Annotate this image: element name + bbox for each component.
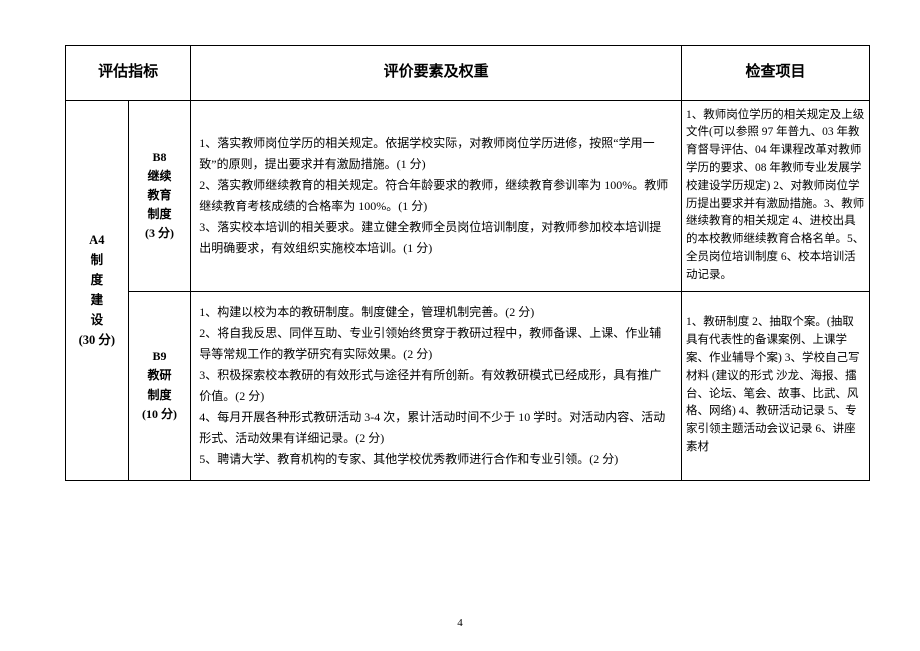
b8-line-4: (3 分) xyxy=(135,224,185,243)
header-elements: 评价要素及权重 xyxy=(191,46,682,101)
a4-line-1: 制 xyxy=(72,250,122,270)
document-page: 评估指标 评价要素及权重 检查项目 A4 制 度 建 设 (30 分) B8 继… xyxy=(0,0,920,651)
b8-content: 1、落实教师岗位学历的相关规定。依据学校实际，对教师岗位学历进修，按照“学用一致… xyxy=(191,100,682,291)
a4-line-0: A4 xyxy=(72,230,122,250)
row-b9: B9 教研 制度 (10 分) 1、构建以校为本的教研制度。制度健全，管理机制完… xyxy=(66,291,870,480)
b9-line-0: B9 xyxy=(135,347,185,366)
b8-line-1: 继续 xyxy=(135,167,185,186)
b8-label-cell: B8 继续 教育 制度 (3 分) xyxy=(128,100,191,291)
row-b8: A4 制 度 建 设 (30 分) B8 继续 教育 制度 (3 分) 1、落实… xyxy=(66,100,870,291)
b9-line-1: 教研 xyxy=(135,366,185,385)
header-check: 检查项目 xyxy=(682,46,870,101)
b9-check: 1、教研制度 2、抽取个案。(抽取具有代表性的备课案例、上课学案、作业辅导个案)… xyxy=(682,291,870,480)
evaluation-table: 评估指标 评价要素及权重 检查项目 A4 制 度 建 设 (30 分) B8 继… xyxy=(65,45,870,481)
a4-line-4: 设 xyxy=(72,310,122,330)
b8-line-0: B8 xyxy=(135,148,185,167)
a4-label-cell: A4 制 度 建 设 (30 分) xyxy=(66,100,129,480)
b8-check: 1、教师岗位学历的相关规定及上级文件(可以参照 97 年普九、03 年教育督导评… xyxy=(682,100,870,291)
b9-line-3: (10 分) xyxy=(135,405,185,424)
b8-line-2: 教育 xyxy=(135,186,185,205)
b9-label-cell: B9 教研 制度 (10 分) xyxy=(128,291,191,480)
b9-content: 1、构建以校为本的教研制度。制度健全，管理机制完善。(2 分)2、将自我反思、同… xyxy=(191,291,682,480)
a4-line-2: 度 xyxy=(72,270,122,290)
b9-line-2: 制度 xyxy=(135,386,185,405)
header-row: 评估指标 评价要素及权重 检查项目 xyxy=(66,46,870,101)
a4-line-3: 建 xyxy=(72,290,122,310)
a4-line-5: (30 分) xyxy=(72,330,122,350)
b8-line-3: 制度 xyxy=(135,205,185,224)
page-number: 4 xyxy=(0,617,920,629)
header-indicator: 评估指标 xyxy=(66,46,191,101)
